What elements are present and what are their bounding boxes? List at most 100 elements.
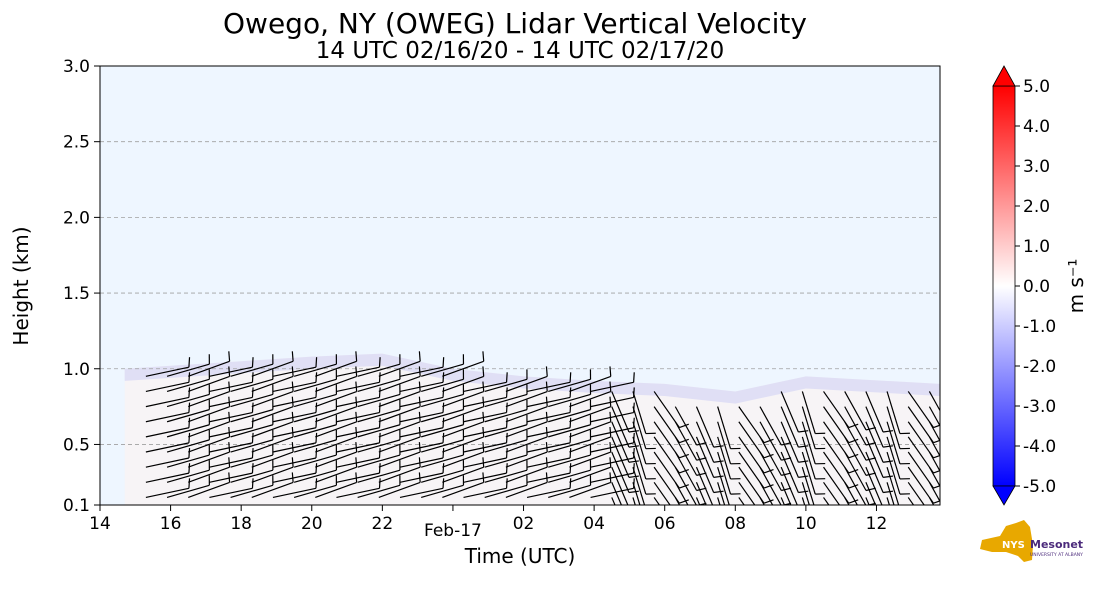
wind-barb bbox=[378, 411, 421, 438]
wind-barb bbox=[823, 421, 859, 459]
wind-barb bbox=[357, 445, 401, 468]
colorbar-tick-label: -4.0 bbox=[1023, 437, 1056, 457]
wind-barb bbox=[315, 396, 358, 423]
wind-barb bbox=[484, 369, 528, 393]
wind-barb bbox=[484, 445, 528, 468]
wind-barb bbox=[336, 372, 381, 393]
wind-barb bbox=[611, 482, 623, 505]
wind-barb bbox=[505, 381, 548, 408]
wind-barb bbox=[738, 406, 774, 444]
wind-barb bbox=[780, 421, 809, 463]
wind-barb bbox=[569, 381, 612, 408]
wind-barb bbox=[484, 460, 528, 483]
wind-barb bbox=[145, 417, 191, 438]
wind-barb bbox=[166, 369, 210, 393]
wind-barb bbox=[526, 372, 572, 393]
chart-title: Owego, NY (OWEG) Lidar Vertical Velocity bbox=[223, 7, 807, 40]
wind-barb bbox=[907, 451, 940, 489]
logo-subtext: UNIVERSITY AT ALBANY bbox=[1030, 552, 1083, 558]
wind-barb bbox=[357, 475, 401, 499]
wind-barb bbox=[865, 421, 894, 463]
wind-barb bbox=[293, 414, 338, 438]
wind-barb bbox=[928, 406, 940, 427]
colorbar-tick-label: -1.0 bbox=[1023, 317, 1056, 337]
wind-barb bbox=[293, 354, 338, 377]
wind-barb bbox=[886, 497, 891, 505]
y-tick-label: 0.1 bbox=[63, 496, 90, 516]
wind-barb bbox=[336, 447, 381, 468]
wind-barb bbox=[780, 466, 798, 505]
wind-barb bbox=[188, 396, 231, 423]
wind-barb bbox=[886, 466, 900, 505]
wind-barb bbox=[526, 432, 572, 453]
wind-barb bbox=[378, 396, 421, 423]
wind-barb bbox=[209, 357, 254, 377]
wind-barb bbox=[717, 421, 741, 465]
x-tick-label: 14 bbox=[89, 514, 111, 534]
wind-barb bbox=[569, 411, 612, 438]
wind-barb bbox=[272, 402, 318, 423]
wind-barb bbox=[844, 436, 876, 476]
wind-barb bbox=[886, 451, 910, 495]
wind-barb bbox=[378, 457, 421, 483]
wind-barb bbox=[928, 421, 940, 443]
x-tick-label: Feb-17 bbox=[424, 521, 482, 541]
wind-barb bbox=[188, 381, 231, 408]
wind-barb bbox=[695, 406, 724, 448]
wind-barb bbox=[717, 436, 741, 480]
wind-barb bbox=[886, 436, 910, 480]
wind-barb bbox=[421, 399, 465, 423]
wind-barb bbox=[738, 481, 756, 505]
wind-barb bbox=[442, 472, 485, 498]
x-tick-label: 08 bbox=[724, 514, 746, 534]
wind-barb bbox=[695, 497, 701, 505]
wind-barb bbox=[188, 366, 231, 393]
y-axis-label: Height (km) bbox=[9, 226, 33, 345]
wind-barb bbox=[717, 497, 721, 505]
wind-barb bbox=[230, 399, 274, 423]
wind-barb bbox=[357, 354, 401, 377]
wind-barb bbox=[695, 482, 707, 505]
wind-barb bbox=[399, 417, 445, 438]
wind-barb bbox=[145, 463, 191, 483]
wind-barb bbox=[526, 447, 572, 468]
wind-barb bbox=[378, 472, 421, 498]
x-tick-label: 22 bbox=[372, 514, 394, 534]
colorbar-tick-label: -2.0 bbox=[1023, 357, 1056, 377]
colorbar-tick-label: 3.0 bbox=[1023, 157, 1050, 177]
wind-barb bbox=[674, 451, 707, 492]
wind-barb bbox=[357, 414, 401, 438]
wind-barb bbox=[569, 396, 612, 423]
colorbar-tick-label: 1.0 bbox=[1023, 237, 1050, 257]
wind-barb bbox=[484, 414, 528, 438]
wind-barb bbox=[780, 406, 809, 448]
logo-nys-text: NYS bbox=[1002, 540, 1025, 551]
wind-barb bbox=[357, 429, 401, 453]
wind-barb bbox=[336, 432, 381, 453]
wind-barb bbox=[695, 421, 724, 463]
wind-barb bbox=[569, 426, 612, 453]
wind-barb bbox=[166, 429, 210, 453]
wind-barb bbox=[611, 421, 639, 463]
wind-barb bbox=[632, 451, 656, 495]
wind-barb bbox=[674, 466, 707, 505]
wind-barb bbox=[759, 482, 774, 505]
wind-barb bbox=[907, 421, 940, 459]
wind-barb bbox=[865, 391, 894, 433]
wind-barb bbox=[293, 460, 338, 483]
wind-barb bbox=[844, 466, 876, 505]
wind-barb bbox=[653, 466, 689, 504]
wind-barb bbox=[230, 384, 274, 408]
y-tick-label: 2.5 bbox=[63, 133, 90, 153]
wind-barb bbox=[272, 478, 318, 499]
wind-barb bbox=[145, 447, 191, 468]
wind-barb bbox=[526, 402, 572, 423]
wind-barb bbox=[378, 442, 421, 468]
wind-barb bbox=[293, 369, 338, 393]
wind-barb bbox=[886, 421, 910, 465]
colorbar-gradient bbox=[992, 85, 1016, 487]
wind-barb bbox=[251, 351, 294, 377]
wind-barb bbox=[251, 381, 294, 408]
wind-barb bbox=[145, 357, 191, 377]
